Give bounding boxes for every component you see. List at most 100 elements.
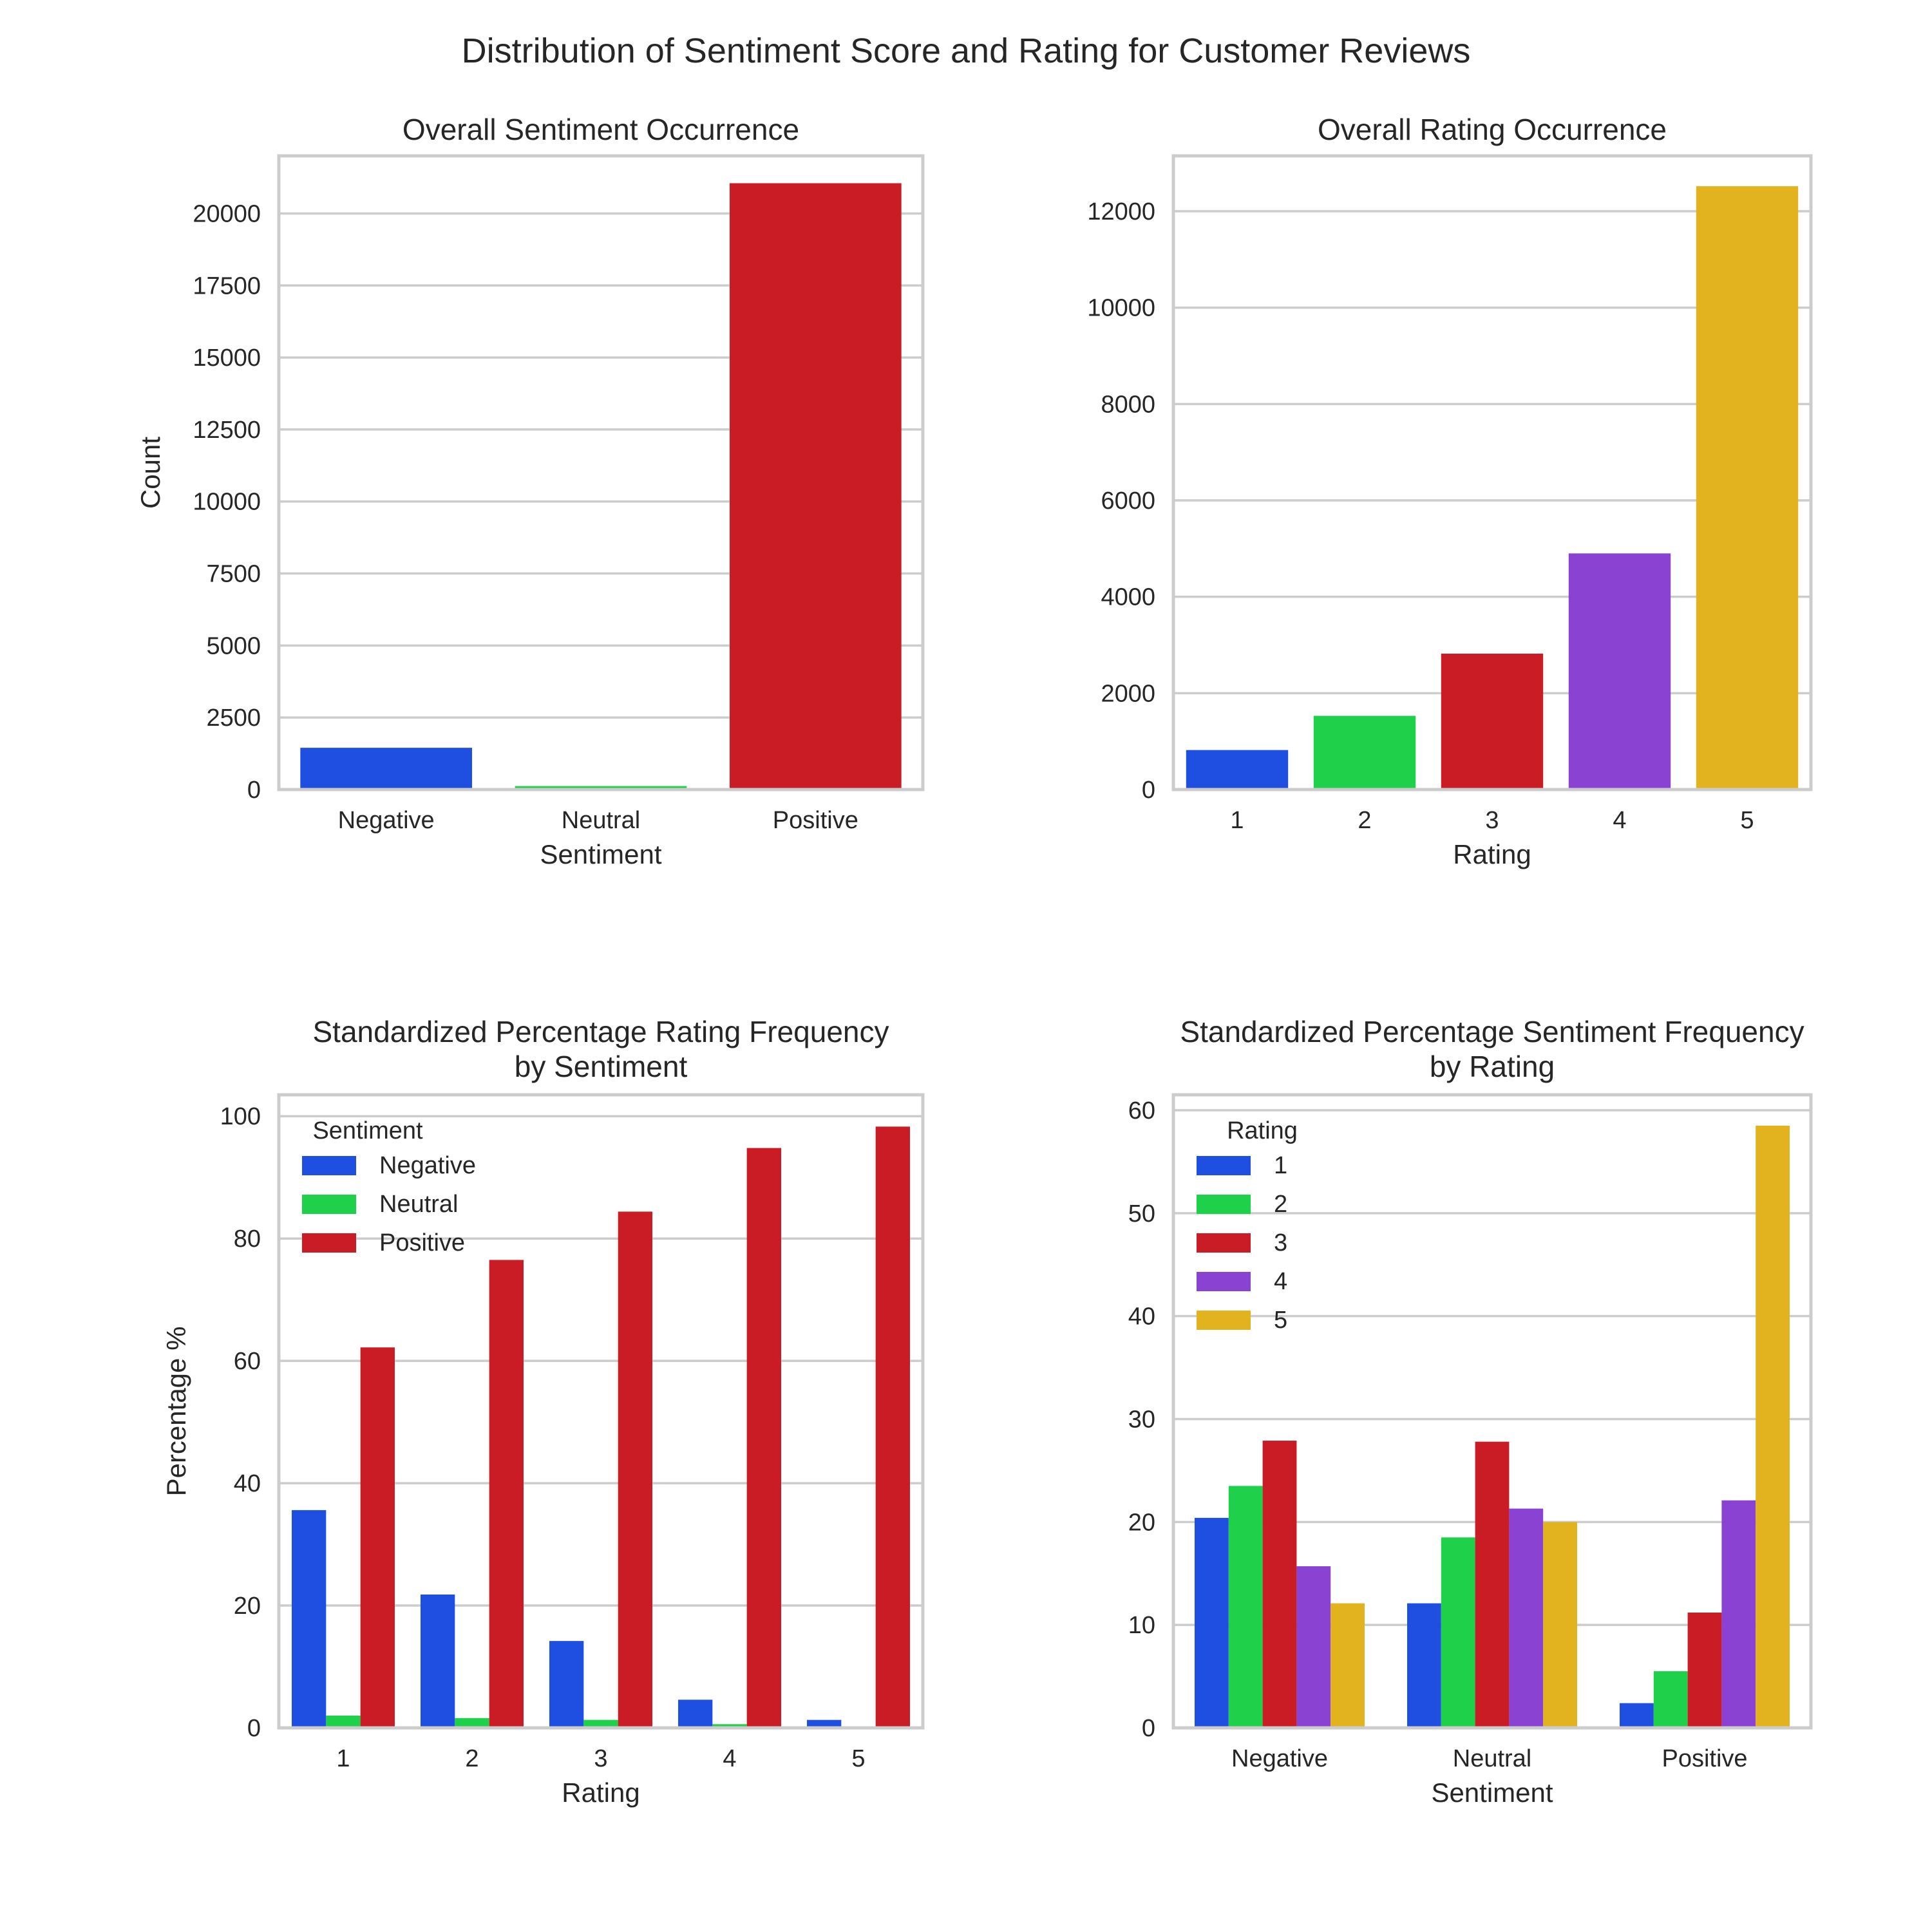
y-tick-label: 6000: [1101, 488, 1155, 515]
chart-p3: Standardized Percentage Rating Frequency…: [161, 1015, 925, 1808]
legend-label: 2: [1274, 1191, 1287, 1218]
bar-negative-5: [1331, 1603, 1365, 1728]
x-axis-label: Rating: [562, 1777, 639, 1808]
bar-1: [1186, 750, 1289, 790]
chart-title: Overall Sentiment Occurrence: [402, 113, 799, 146]
legend-label: 3: [1274, 1229, 1287, 1256]
bar-2-negative: [421, 1594, 455, 1728]
bar-5: [1696, 186, 1799, 790]
y-tick-label: 20000: [193, 200, 261, 227]
bar-3: [1441, 653, 1544, 790]
x-tick-label: 1: [336, 1745, 350, 1772]
legend-label: 4: [1274, 1268, 1287, 1295]
legend-label: 1: [1274, 1152, 1287, 1179]
x-axis-label: Sentiment: [540, 839, 661, 869]
plot-frame: [277, 1093, 925, 1730]
bar-4-neutral: [712, 1724, 747, 1728]
y-tick-label: 5000: [206, 632, 261, 659]
plot-frame: [1171, 154, 1813, 791]
bar-4-positive: [746, 1148, 781, 1728]
bar-positive-4: [1721, 1500, 1756, 1728]
chart-p4: Standardized Percentage Sentiment Freque…: [1128, 1015, 1813, 1808]
y-tick-label: 20: [1128, 1509, 1155, 1536]
y-tick-label: 100: [220, 1103, 261, 1130]
legend-swatch: [1197, 1311, 1251, 1330]
legend: Sentiment Negative Neutral Positive: [302, 1117, 476, 1256]
bar-4: [1568, 553, 1671, 790]
y-tick-label: 30: [1128, 1406, 1155, 1433]
bar-positive-3: [1687, 1612, 1722, 1728]
y-tick-label: 40: [234, 1470, 261, 1497]
legend-label: 5: [1274, 1307, 1287, 1334]
bar-1-neutral: [326, 1716, 361, 1728]
bar-neutral-1: [1407, 1603, 1441, 1728]
bar-2-neutral: [455, 1718, 489, 1728]
chart-title: Standardized Percentage Rating Frequency: [312, 1015, 889, 1048]
y-tick-label: 20: [234, 1593, 261, 1620]
chart-title: Overall Rating Occurrence: [1318, 113, 1667, 146]
x-tick-label: 3: [1485, 807, 1499, 834]
legend-swatch: [1197, 1233, 1251, 1253]
legend-swatch: [1197, 1195, 1251, 1214]
y-tick-label: 60: [234, 1348, 261, 1375]
x-tick-label: 3: [594, 1745, 607, 1772]
legend-label: Negative: [379, 1152, 476, 1179]
y-tick-label: 0: [247, 1715, 261, 1742]
y-tick-label: 10000: [1087, 295, 1155, 322]
x-tick-label: 2: [465, 1745, 478, 1772]
bar-negative-3: [1262, 1441, 1297, 1728]
legend-swatch: [302, 1156, 356, 1175]
y-tick-label: 15000: [193, 345, 261, 372]
y-tick-label: 0: [247, 777, 261, 804]
plot-frame: [277, 154, 925, 791]
legend: Rating 1 2 3 4 5: [1197, 1117, 1298, 1334]
x-tick-label: 5: [1740, 807, 1754, 834]
y-tick-label: 60: [1128, 1097, 1155, 1124]
bar-negative: [300, 748, 472, 790]
y-axis-label: Percentage %: [161, 1327, 191, 1497]
bar-positive: [730, 183, 902, 790]
bar-3-neutral: [583, 1719, 618, 1728]
y-tick-label: 12500: [193, 417, 261, 444]
chart-p1: Overall Sentiment Occurrence 0 2500 5000 750…: [135, 113, 925, 869]
y-axis-label: Count: [135, 437, 166, 509]
legend-swatch: [1197, 1272, 1251, 1291]
bar-2-positive: [489, 1260, 524, 1728]
bar-2: [1313, 715, 1416, 790]
bar-negative-1: [1195, 1517, 1229, 1728]
bar-neutral-2: [1441, 1537, 1475, 1728]
x-tick-label: Neutral: [1453, 1745, 1532, 1772]
bar-1-positive: [360, 1347, 395, 1728]
x-tick-label: Neutral: [562, 807, 641, 834]
legend-title: Rating: [1227, 1117, 1298, 1144]
legend-swatch: [302, 1233, 356, 1253]
y-tick-label: 17500: [193, 272, 261, 299]
legend-label: Positive: [379, 1229, 465, 1256]
x-tick-label: Positive: [1662, 1745, 1747, 1772]
legend-swatch: [302, 1195, 356, 1214]
bar-negative-2: [1228, 1486, 1263, 1728]
figure-title: Distribution of Sentiment Score and Rati…: [462, 32, 1471, 70]
y-tick-label: 10: [1128, 1612, 1155, 1639]
y-tick-label: 40: [1128, 1303, 1155, 1331]
x-tick-label: 4: [723, 1745, 736, 1772]
legend-swatch: [1197, 1156, 1251, 1175]
legend-label: Neutral: [379, 1191, 459, 1218]
bar-neutral-5: [1543, 1522, 1577, 1728]
y-tick-label: 2500: [206, 705, 261, 732]
chart-title: by Rating: [1430, 1050, 1555, 1083]
bar-neutral: [515, 786, 687, 790]
bar-3-negative: [549, 1641, 584, 1728]
bar-neutral-4: [1509, 1508, 1544, 1728]
y-tick-label: 7500: [206, 561, 261, 588]
x-tick-label: 1: [1230, 807, 1244, 834]
bar-3-positive: [618, 1211, 652, 1728]
chart-title: Standardized Percentage Sentiment Freque…: [1180, 1015, 1804, 1048]
plot-frame: [1171, 1093, 1813, 1730]
y-tick-label: 50: [1128, 1200, 1155, 1227]
x-tick-label: 2: [1358, 807, 1371, 834]
x-axis-label: Rating: [1453, 839, 1531, 869]
y-tick-label: 8000: [1101, 391, 1155, 418]
y-tick-label: 10000: [193, 489, 261, 516]
